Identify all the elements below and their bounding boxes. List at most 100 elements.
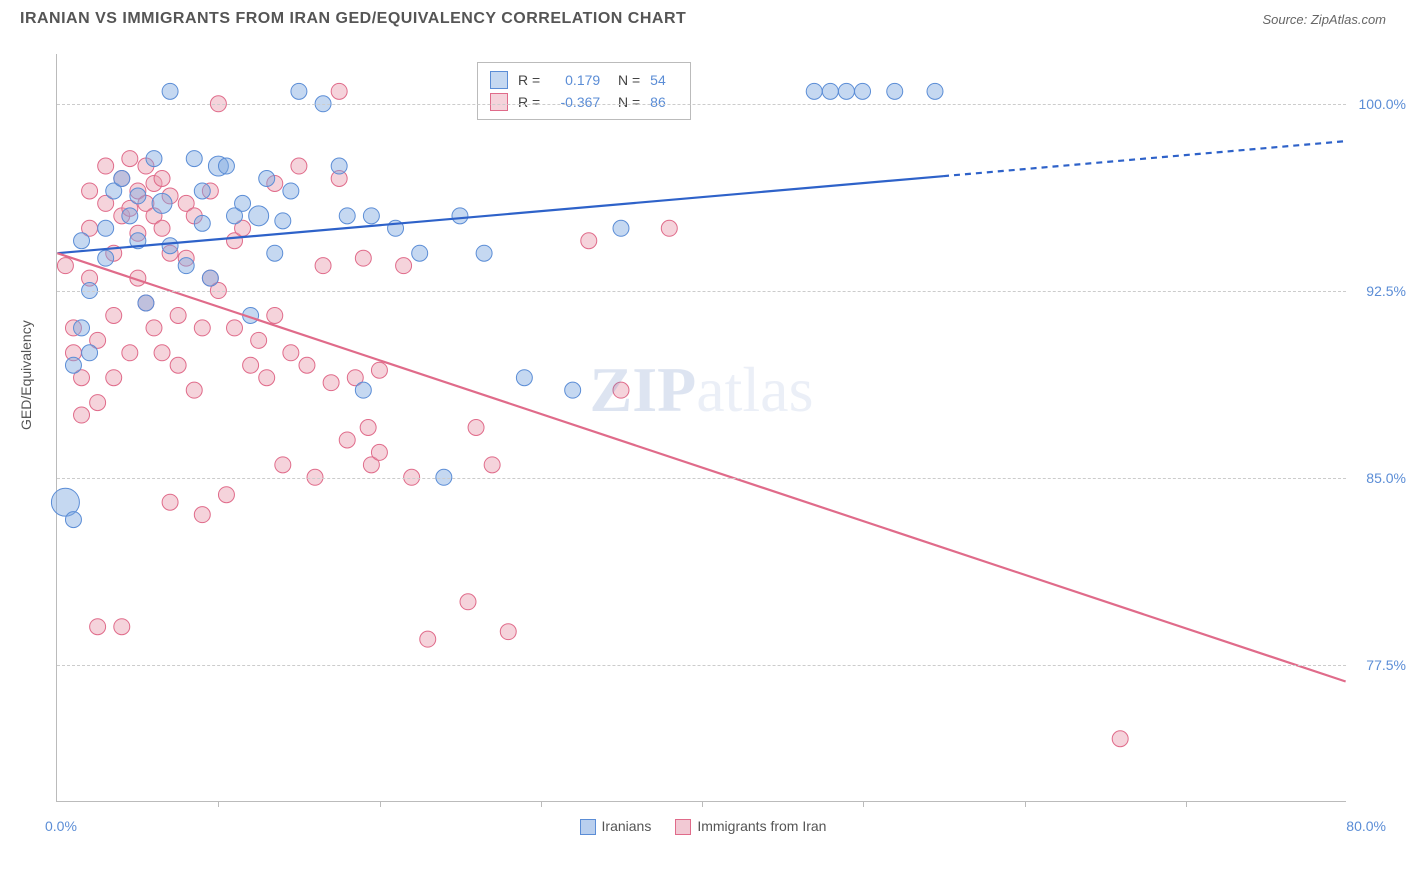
data-point xyxy=(90,619,106,635)
data-point xyxy=(106,370,122,386)
data-point xyxy=(355,250,371,266)
data-point xyxy=(267,245,283,261)
data-point xyxy=(146,320,162,336)
data-point xyxy=(227,320,243,336)
data-point xyxy=(516,370,532,386)
data-point xyxy=(65,512,81,528)
data-point xyxy=(315,258,331,274)
data-point xyxy=(98,220,114,236)
gridline xyxy=(57,478,1346,479)
data-point xyxy=(806,83,822,99)
gridline xyxy=(57,104,1346,105)
data-point xyxy=(162,494,178,510)
data-point xyxy=(822,83,838,99)
data-point xyxy=(146,151,162,167)
data-point xyxy=(202,270,218,286)
x-tick xyxy=(1186,801,1187,807)
legend-bottom: IraniansImmigrants from Iran xyxy=(0,818,1406,835)
x-tick xyxy=(1025,801,1026,807)
chart-plot-area: ZIPatlas R =0.179 N =54R =-0.367 N =86 1… xyxy=(56,54,1346,802)
data-point xyxy=(154,345,170,361)
plot-svg xyxy=(57,54,1346,801)
data-point xyxy=(371,444,387,460)
data-point xyxy=(235,195,251,211)
data-point xyxy=(363,208,379,224)
r-value: -0.367 xyxy=(550,91,600,113)
data-point xyxy=(468,420,484,436)
data-point xyxy=(355,382,371,398)
data-point xyxy=(194,183,210,199)
y-tick-label: 77.5% xyxy=(1366,657,1406,673)
data-point xyxy=(291,83,307,99)
data-point xyxy=(186,382,202,398)
data-point xyxy=(291,158,307,174)
data-point xyxy=(74,233,90,249)
gridline xyxy=(57,665,1346,666)
y-tick-label: 85.0% xyxy=(1366,470,1406,486)
data-point xyxy=(130,188,146,204)
data-point xyxy=(412,245,428,261)
data-point xyxy=(339,208,355,224)
stats-row: R =-0.367 N =86 xyxy=(490,91,678,113)
data-point xyxy=(138,295,154,311)
data-point xyxy=(360,420,376,436)
data-point xyxy=(838,83,854,99)
data-point xyxy=(283,345,299,361)
data-point xyxy=(581,233,597,249)
x-tick xyxy=(380,801,381,807)
x-tick xyxy=(218,801,219,807)
data-point xyxy=(98,158,114,174)
x-tick xyxy=(702,801,703,807)
legend-label: Immigrants from Iran xyxy=(697,818,826,834)
x-tick xyxy=(541,801,542,807)
source-label: Source: ZipAtlas.com xyxy=(1262,12,1386,27)
n-value: 86 xyxy=(650,91,678,113)
data-point xyxy=(106,307,122,323)
data-point xyxy=(194,215,210,231)
data-point xyxy=(259,370,275,386)
data-point xyxy=(331,83,347,99)
data-point xyxy=(476,245,492,261)
y-axis-label: GED/Equivalency xyxy=(18,320,34,430)
data-point xyxy=(186,151,202,167)
data-point xyxy=(152,193,172,213)
data-point xyxy=(114,171,130,187)
data-point xyxy=(420,631,436,647)
data-point xyxy=(565,382,581,398)
data-point xyxy=(331,158,347,174)
data-point xyxy=(283,183,299,199)
data-point xyxy=(170,307,186,323)
data-point xyxy=(249,206,269,226)
data-point xyxy=(154,171,170,187)
data-point xyxy=(396,258,412,274)
data-point xyxy=(251,332,267,348)
data-point xyxy=(484,457,500,473)
data-point xyxy=(613,382,629,398)
r-value: 0.179 xyxy=(550,69,600,91)
data-point xyxy=(122,208,138,224)
data-point xyxy=(855,83,871,99)
data-point xyxy=(98,250,114,266)
stat-label: R = xyxy=(518,91,540,113)
data-point xyxy=(74,320,90,336)
data-point xyxy=(1112,731,1128,747)
trend-line xyxy=(57,253,1345,681)
data-point xyxy=(154,220,170,236)
stat-label: R = xyxy=(518,69,540,91)
chart-header: IRANIAN VS IMMIGRANTS FROM IRAN GED/EQUI… xyxy=(0,0,1406,36)
stats-legend-box: R =0.179 N =54R =-0.367 N =86 xyxy=(477,62,691,120)
data-point xyxy=(162,83,178,99)
legend-swatch xyxy=(675,819,691,835)
data-point xyxy=(122,151,138,167)
x-tick xyxy=(863,801,864,807)
gridline xyxy=(57,291,1346,292)
data-point xyxy=(82,345,98,361)
data-point xyxy=(927,83,943,99)
data-point xyxy=(194,320,210,336)
data-point xyxy=(460,594,476,610)
data-point xyxy=(339,432,355,448)
data-point xyxy=(170,357,186,373)
data-point xyxy=(299,357,315,373)
legend-swatch xyxy=(580,819,596,835)
legend-item: Immigrants from Iran xyxy=(675,818,826,834)
